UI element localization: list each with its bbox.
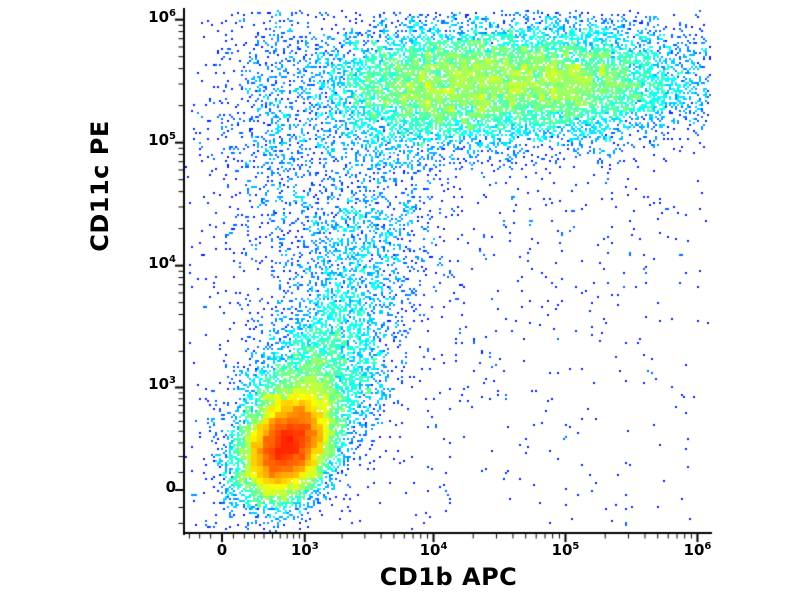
y-axis-label: CD11c PE	[86, 120, 114, 252]
x-axis-label: CD1b APC	[379, 563, 518, 591]
